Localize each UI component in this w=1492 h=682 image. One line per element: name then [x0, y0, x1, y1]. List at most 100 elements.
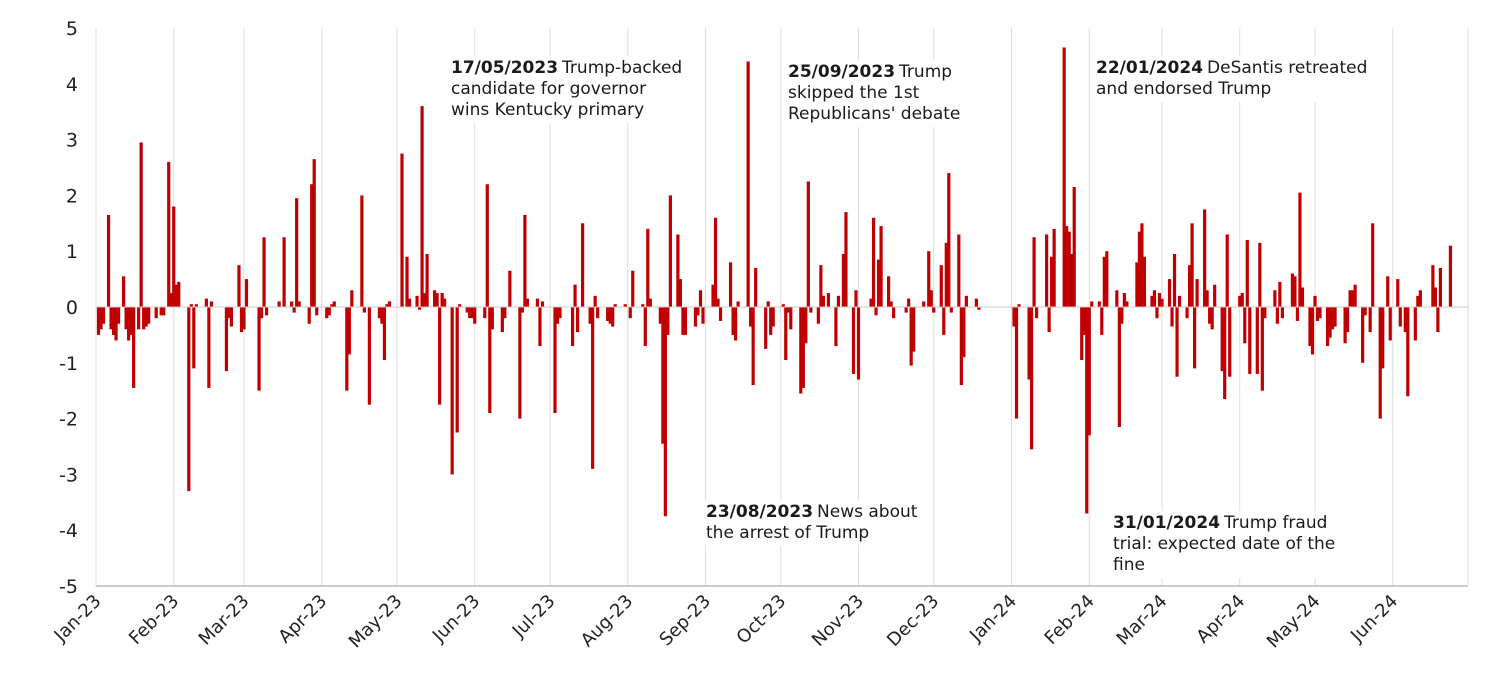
bar	[362, 307, 366, 313]
bar	[1431, 265, 1435, 307]
bar	[1260, 307, 1264, 391]
bar	[1120, 307, 1124, 324]
bar	[1065, 226, 1069, 307]
bar	[132, 307, 136, 388]
bar	[483, 307, 487, 319]
bar	[330, 304, 334, 307]
bar	[731, 307, 735, 335]
x-tick-label: Feb-24	[1041, 591, 1099, 649]
bar	[876, 259, 881, 307]
bar	[856, 307, 861, 380]
bar	[1160, 298, 1164, 307]
bar	[1325, 307, 1330, 347]
annotation-date: 25/09/2023	[788, 62, 896, 82]
x-tick-label: Nov-23	[808, 591, 868, 651]
bar	[663, 307, 667, 517]
bar	[1275, 307, 1279, 324]
annotation-line: skipped the 1st	[788, 83, 920, 103]
bar	[1328, 307, 1332, 338]
bar	[736, 301, 740, 307]
bar	[450, 307, 454, 475]
x-tick-label: Jun-24	[1346, 591, 1402, 647]
bar	[716, 298, 720, 307]
bar	[749, 307, 753, 327]
bar	[1032, 237, 1036, 307]
bar	[613, 304, 617, 307]
bar	[1398, 307, 1402, 327]
bar	[1034, 307, 1039, 319]
annotation-date: 22/01/2024	[1096, 58, 1204, 78]
bar	[841, 253, 846, 307]
x-tick-label: Jan-24	[965, 591, 1021, 647]
bar	[535, 298, 540, 307]
annotation-date: 23/08/2023	[706, 502, 814, 522]
bar	[1353, 284, 1357, 307]
bar	[518, 307, 522, 419]
bar	[596, 307, 600, 319]
bar	[1213, 284, 1217, 307]
bar	[693, 307, 698, 327]
bar	[229, 307, 234, 327]
y-tick-label: -4	[59, 520, 78, 542]
x-tick-label: Oct-23	[733, 591, 791, 649]
bar	[641, 304, 645, 307]
bar	[1228, 307, 1232, 377]
bar	[1135, 262, 1139, 307]
bar	[570, 307, 575, 347]
bar	[292, 307, 296, 313]
bar	[1280, 307, 1284, 319]
bar	[127, 307, 131, 341]
y-tick-label: 4	[66, 74, 78, 96]
bar	[608, 307, 612, 324]
annotation-desantis: 22/01/2024 DeSantis retreated and endorse…	[1090, 56, 1374, 102]
bar	[1157, 293, 1162, 307]
bar	[733, 307, 738, 341]
bar	[455, 307, 459, 433]
bar	[440, 293, 444, 307]
x-tick-label: May-23	[345, 591, 407, 653]
bar	[696, 307, 700, 316]
y-tick-label: -3	[59, 464, 78, 486]
bar	[1363, 307, 1367, 316]
bar	[1175, 307, 1179, 377]
annotation-line: the arrest of Trump	[706, 523, 870, 543]
bar	[382, 307, 387, 361]
annotation-arrest: 23/08/2023 News about the arrest of Trump	[700, 500, 924, 546]
bar	[844, 212, 848, 307]
bar	[929, 290, 933, 307]
bar	[821, 295, 825, 307]
bar	[701, 307, 705, 324]
bar	[1436, 307, 1440, 333]
annotation-line: trial: expected date of the	[1113, 534, 1336, 554]
bar	[623, 304, 627, 307]
bar	[555, 307, 560, 324]
y-axis-tick-labels: 5 4 3 2 1 0 -1 -2 -3 -4 -5	[59, 18, 78, 598]
bar	[312, 159, 316, 307]
bar	[658, 307, 662, 324]
bar	[646, 228, 650, 307]
bar	[764, 307, 768, 349]
bar	[1140, 223, 1144, 307]
bar	[1072, 187, 1076, 307]
bar	[1295, 307, 1300, 321]
x-tick-label: Dec-23	[883, 591, 943, 651]
bar	[224, 307, 229, 372]
bar	[806, 181, 810, 307]
bar	[1142, 256, 1147, 307]
bar	[425, 253, 429, 307]
bar	[1067, 231, 1071, 307]
bar	[290, 301, 294, 307]
bar	[1308, 307, 1312, 347]
bar	[713, 217, 718, 307]
bar	[1177, 295, 1182, 307]
bar	[1278, 281, 1282, 307]
bar	[380, 307, 384, 324]
bar	[227, 307, 231, 319]
y-tick-label: 3	[66, 130, 78, 152]
bar	[1115, 290, 1119, 307]
bar	[1190, 223, 1194, 307]
annotation-text: DeSantis retreated	[1207, 58, 1368, 78]
bar	[1263, 307, 1267, 319]
bar	[1403, 307, 1407, 333]
bar	[1438, 267, 1443, 307]
